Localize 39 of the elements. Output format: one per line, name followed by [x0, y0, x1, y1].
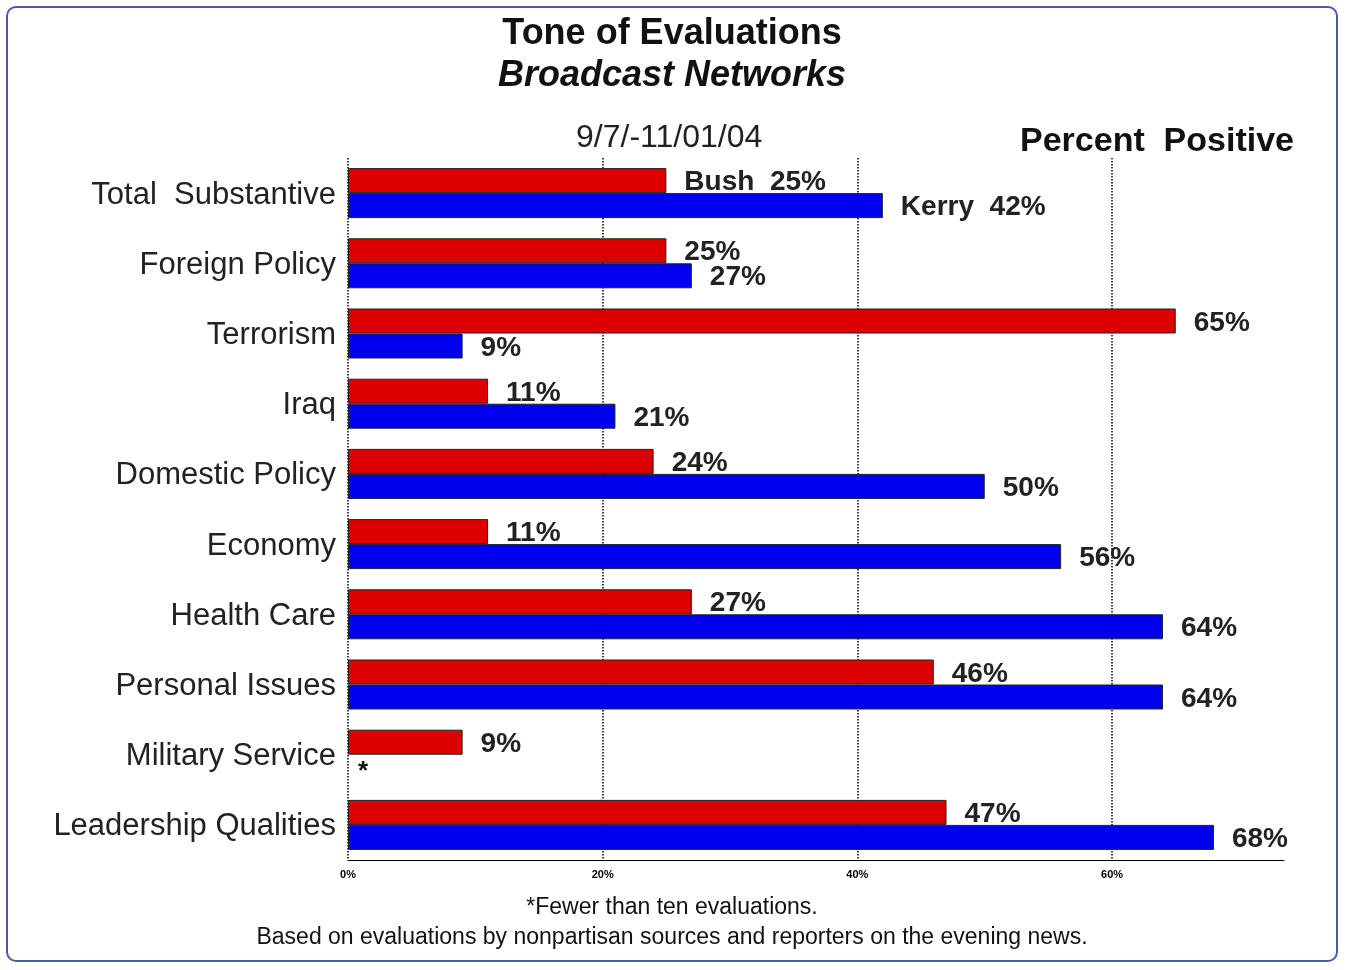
data-label: 46% [951, 656, 1008, 688]
y-tick-label: Total Substantive [91, 175, 336, 211]
y-tick-label: Terrorism [206, 316, 336, 351]
data-label: 68% [1231, 821, 1289, 853]
x-tick-label: 0% [340, 867, 357, 880]
text: Bush 25% [684, 165, 826, 197]
y-tick-label: Military Service [125, 737, 336, 773]
y-tick-label: Economy [206, 526, 337, 562]
data-label: 56% [1079, 541, 1136, 573]
chart-subtitle: Broadcast Networks [497, 52, 847, 94]
y-tick-label: Personal Issues [115, 667, 336, 702]
data-label: 11% [506, 375, 561, 407]
chart-title: Tone of Evaluations [502, 10, 842, 52]
y-tick-label: Domestic Policy [115, 456, 337, 492]
bar [348, 729, 463, 755]
data-label: 27% [709, 586, 766, 618]
data-label: 64% [1181, 611, 1238, 643]
data-label: 9% [480, 726, 522, 758]
annotation: Percent Positive [1019, 120, 1295, 158]
data-label: 64% [1181, 681, 1238, 713]
y-tick-label: Health Care [170, 596, 336, 632]
x-tick-label: 60% [1101, 867, 1124, 880]
data-label: 65% [1193, 305, 1250, 337]
annotation: * [358, 754, 369, 785]
data-label: 24% [671, 445, 728, 477]
y-tick-label: Foreign Policy [139, 245, 337, 281]
data-label: 21% [633, 400, 690, 432]
x-tick-label: 20% [591, 867, 614, 880]
data-label: 9% [480, 330, 522, 362]
text: 9/7/-11/01/04 [576, 118, 763, 154]
x-tick-label: 40% [846, 867, 869, 880]
y-tick-label: Leadership Qualities [53, 807, 336, 843]
data-label: 11% [506, 516, 561, 548]
text: Based on evaluations by nonpartisan sources and reporters on the evening news. [256, 922, 1088, 949]
text: *Fewer than ten evaluations. [526, 892, 818, 919]
data-label: 50% [1002, 470, 1059, 502]
text: Kerry 42% [900, 190, 1046, 222]
data-label: 47% [964, 796, 1021, 828]
y-tick-label: Iraq [282, 386, 336, 422]
